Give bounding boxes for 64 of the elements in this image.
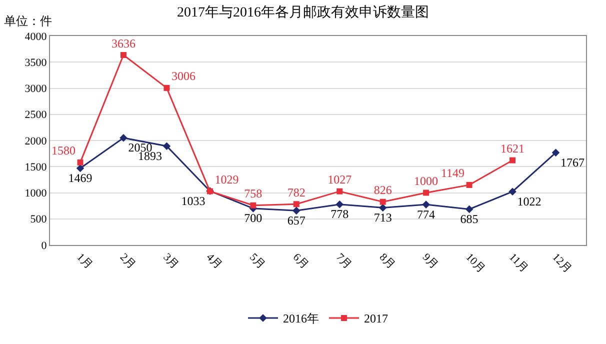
data-label: 1022 bbox=[517, 194, 542, 208]
point bbox=[336, 200, 344, 208]
y-tick-label: 2500 bbox=[24, 109, 48, 122]
point bbox=[120, 134, 128, 142]
data-label: 1027 bbox=[328, 172, 352, 187]
point bbox=[164, 84, 170, 91]
data-label: 685 bbox=[460, 212, 478, 226]
point bbox=[466, 182, 472, 188]
data-label: 1149 bbox=[440, 166, 465, 180]
x-tick-label: 10月 bbox=[463, 251, 488, 276]
x-tick-label: 7月 bbox=[334, 251, 354, 272]
legend-label: 2016年 bbox=[283, 312, 319, 326]
data-label: 3636 bbox=[111, 36, 136, 50]
point bbox=[423, 190, 430, 196]
x-tick-label: 5月 bbox=[247, 251, 268, 272]
data-label: 1580 bbox=[52, 144, 76, 158]
x-tick-label: 1月 bbox=[74, 251, 94, 272]
legend-label: 2017 bbox=[364, 312, 388, 326]
point bbox=[250, 202, 256, 208]
point bbox=[120, 52, 126, 58]
data-label: 1033 bbox=[181, 194, 206, 208]
x-tick-label: 12月 bbox=[550, 251, 574, 276]
data-label: 774 bbox=[417, 207, 436, 222]
data-label: 778 bbox=[330, 207, 349, 222]
point bbox=[508, 188, 516, 196]
point bbox=[422, 200, 430, 208]
data-label: 1029 bbox=[214, 172, 239, 186]
x-tick-label: 3月 bbox=[160, 251, 181, 272]
point bbox=[336, 188, 343, 194]
y-tick-label: 0 bbox=[41, 240, 48, 252]
data-label: 1621 bbox=[500, 142, 525, 156]
point bbox=[510, 157, 516, 164]
y-tick-label: 3500 bbox=[24, 56, 48, 69]
chart-title: 2017年与2016年各月邮政有效申诉数量图 bbox=[177, 4, 429, 21]
x-tick-label: 2月 bbox=[117, 251, 138, 272]
point bbox=[293, 201, 300, 208]
y-tick-label: 3000 bbox=[24, 83, 48, 96]
y-tick-label: 4000 bbox=[24, 30, 48, 43]
data-label: 657 bbox=[287, 213, 306, 228]
x-tick-label: 9月 bbox=[420, 251, 440, 272]
data-label: 1767 bbox=[560, 155, 584, 170]
point bbox=[552, 148, 560, 157]
y-tick-label: 1000 bbox=[24, 188, 48, 200]
point bbox=[162, 142, 171, 150]
point bbox=[77, 159, 84, 166]
x-tick-label: 4月 bbox=[204, 251, 224, 272]
x-tick-label: 11月 bbox=[506, 251, 530, 275]
point bbox=[465, 205, 474, 214]
data-label: 758 bbox=[244, 186, 262, 201]
y-tick-label: 500 bbox=[30, 214, 48, 226]
data-label: 1469 bbox=[68, 170, 92, 185]
data-label: 713 bbox=[374, 210, 392, 224]
point bbox=[292, 206, 300, 215]
text: 单位：件 bbox=[4, 14, 52, 28]
data-label: 700 bbox=[244, 211, 262, 226]
y-tick-label: 1500 bbox=[24, 161, 48, 174]
x-tick-label: 8月 bbox=[376, 251, 397, 272]
data-label: 826 bbox=[374, 183, 392, 198]
y-tick-label: 2000 bbox=[24, 135, 48, 148]
point bbox=[380, 198, 386, 205]
data-label: 3006 bbox=[171, 69, 196, 84]
data-label: 1000 bbox=[414, 174, 438, 188]
data-label: 782 bbox=[287, 185, 306, 200]
x-tick-label: 6月 bbox=[290, 251, 311, 272]
